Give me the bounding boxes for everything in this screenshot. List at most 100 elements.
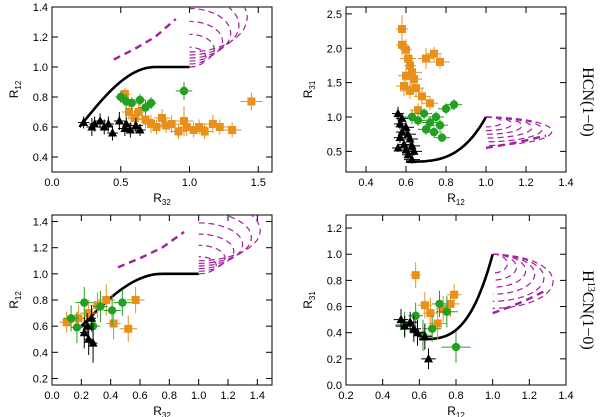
data-point-square [398, 25, 406, 33]
x-tick-label: 1.2 [220, 390, 235, 402]
data-point-square [134, 108, 143, 116]
y-axis-title-subscript: 12 [14, 291, 23, 300]
data-point-triangle [88, 338, 98, 347]
series-black [392, 106, 422, 164]
data-point-square [141, 115, 150, 124]
x-tick-label: 1.4 [558, 390, 573, 402]
data-point-square [147, 120, 155, 128]
data-point-circle [441, 104, 451, 113]
data-point-triangle [400, 321, 410, 330]
data-point-triangle [413, 327, 422, 337]
data-point-circle [427, 324, 437, 333]
data-point-square [408, 68, 416, 77]
data-point-circle [72, 323, 82, 332]
data-point-circle [421, 125, 431, 134]
data-point-square [414, 106, 422, 115]
y-axis-title-subscript: 31 [308, 291, 317, 300]
model-curve [419, 253, 494, 341]
data-point-circle [442, 307, 452, 316]
x-tick-label: 0.8 [448, 390, 463, 402]
model-curve-purple [198, 222, 244, 267]
data-point-circle [435, 121, 445, 130]
data-point-circle [419, 109, 429, 118]
data-point-square [446, 299, 455, 308]
model-curve [406, 116, 488, 163]
y-tick-label: 0.4 [33, 347, 48, 359]
row-label-h13cn: H13CN(1−0) [579, 270, 596, 349]
data-point-circle [66, 314, 76, 323]
model-curve-purple [485, 116, 543, 143]
data-point-square [412, 84, 420, 93]
data-point-square [418, 92, 426, 101]
data-point-circle [80, 298, 89, 307]
data-point-triangle [407, 154, 417, 164]
x-axis-title-letter: R [153, 191, 162, 205]
series-green [115, 82, 193, 115]
data-point-square [411, 271, 420, 280]
y-tick-label: 0.6 [33, 122, 48, 134]
model-curve-purple [485, 116, 553, 147]
data-point-square [402, 71, 410, 80]
x-axis-title-subscript: 12 [456, 411, 465, 417]
data-point-triangle [131, 120, 141, 129]
data-point-triangle [108, 128, 117, 137]
data-point-triangle [87, 313, 97, 322]
x-axis-title: R12 [447, 191, 465, 207]
data-point-square [120, 90, 129, 98]
x-tick-label: 1.2 [518, 177, 533, 189]
data-point-circle [411, 311, 420, 320]
data-point-circle [435, 299, 444, 309]
x-tick-label: 1.0 [478, 177, 493, 189]
data-point-circle [451, 342, 461, 352]
x-axis-title: R32 [153, 191, 171, 207]
model-curve-purple [198, 233, 235, 270]
x-tick-label: 1.2 [522, 390, 537, 402]
data-point-circle [413, 116, 423, 125]
y-tick-label: 0.0 [327, 380, 342, 392]
y-tick-label: 0.2 [327, 354, 342, 366]
y-axis-title: R31 [301, 80, 317, 98]
data-point-square [208, 120, 217, 128]
model-curve-purple [492, 253, 536, 295]
x-axis-title-letter: R [447, 191, 456, 205]
x-axis-title: R32 [153, 404, 171, 417]
y-tick-label: 0.4 [327, 328, 342, 340]
y-tick-label: 1.4 [33, 217, 48, 229]
y-tick-label: 0.6 [33, 321, 48, 333]
data-point-square [109, 319, 118, 328]
data-point-square [167, 120, 176, 128]
y-tick-label: 0.6 [327, 302, 342, 314]
x-axis-title-letter: R [447, 404, 456, 417]
data-point-square [400, 82, 408, 91]
plot-frame [345, 6, 567, 173]
row-label-h13cn-sup: 13 [585, 282, 596, 292]
data-point-triangle [125, 125, 135, 134]
x-tick-label: 0.0 [44, 390, 59, 402]
series-orange [59, 284, 145, 342]
y-tick-label: 0.5 [327, 146, 342, 158]
y-tick-label: 2.5 [327, 9, 342, 21]
model-curve-purple [492, 253, 508, 274]
y-axis-title: R12 [7, 80, 23, 98]
y-axis-title-subscript: 31 [308, 80, 317, 89]
data-point-circle [449, 100, 459, 109]
x-axis-title-subscript: 32 [162, 411, 171, 417]
data-point-square [102, 296, 111, 304]
x-tick-label: 0.6 [132, 390, 147, 402]
data-point-square [130, 114, 139, 122]
data-point-triangle [424, 353, 433, 363]
x-tick-label: 0.5 [113, 177, 128, 189]
data-point-square [422, 54, 430, 63]
data-point-triangle [79, 327, 89, 337]
data-point-square [131, 296, 140, 304]
x-tick-label: 0.0 [44, 177, 59, 189]
data-point-circle [96, 302, 105, 311]
y-tick-label: 1.2 [33, 243, 48, 255]
x-tick-label: 1.0 [485, 390, 500, 402]
data-point-triangle [82, 321, 92, 330]
y-axis-title: R31 [301, 291, 317, 309]
model-curve-purple [189, 7, 248, 53]
y-axis-title-subscript: 12 [14, 80, 23, 89]
model-curve-purple [485, 134, 547, 150]
